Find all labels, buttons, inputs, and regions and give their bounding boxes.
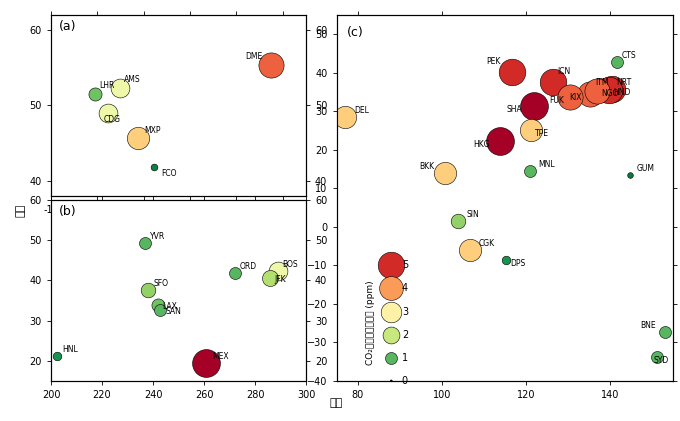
Text: 5: 5 bbox=[402, 260, 408, 270]
Text: BOS: BOS bbox=[282, 260, 297, 269]
Text: TPE: TPE bbox=[535, 129, 549, 138]
Text: BNE: BNE bbox=[640, 322, 656, 330]
Text: SHA: SHA bbox=[506, 105, 522, 114]
Point bbox=[386, 308, 396, 315]
Text: 4: 4 bbox=[402, 283, 408, 293]
Text: AMS: AMS bbox=[124, 75, 141, 84]
Text: 0: 0 bbox=[402, 376, 408, 386]
Text: CGK: CGK bbox=[479, 240, 494, 248]
Text: CDG: CDG bbox=[103, 115, 120, 124]
Point bbox=[201, 360, 211, 367]
Text: ITM: ITM bbox=[595, 78, 609, 87]
Point bbox=[229, 269, 240, 276]
Point bbox=[386, 378, 396, 384]
Text: 経度: 経度 bbox=[330, 398, 343, 408]
Text: SYD: SYD bbox=[653, 356, 668, 365]
Text: SFO: SFO bbox=[153, 279, 168, 288]
Point bbox=[625, 171, 636, 178]
Text: CO₂増分の標準偏差 (ppm): CO₂増分の標準偏差 (ppm) bbox=[366, 281, 375, 365]
Text: LHR: LHR bbox=[100, 81, 115, 90]
Point bbox=[386, 331, 396, 338]
Point bbox=[453, 218, 464, 225]
Point bbox=[148, 164, 159, 171]
Text: (b): (b) bbox=[58, 205, 76, 218]
Point bbox=[386, 262, 396, 269]
Point bbox=[439, 170, 450, 176]
Text: HKG: HKG bbox=[473, 139, 490, 149]
Point bbox=[132, 135, 143, 142]
Text: 3: 3 bbox=[402, 306, 408, 317]
Point bbox=[139, 240, 150, 247]
Point bbox=[604, 86, 615, 93]
Text: YVR: YVR bbox=[150, 232, 165, 241]
Text: FCO: FCO bbox=[161, 169, 176, 179]
Point bbox=[607, 85, 617, 92]
Point bbox=[528, 103, 539, 110]
Point bbox=[266, 61, 277, 68]
Point bbox=[525, 168, 536, 174]
Point bbox=[265, 274, 276, 281]
Point bbox=[506, 69, 517, 75]
Text: MNL: MNL bbox=[539, 160, 555, 169]
Text: DEL: DEL bbox=[354, 106, 369, 115]
Text: DME: DME bbox=[245, 52, 263, 61]
Point bbox=[90, 91, 101, 97]
Text: DPS: DPS bbox=[510, 259, 525, 268]
Text: PEK: PEK bbox=[486, 57, 500, 67]
Point bbox=[386, 285, 396, 292]
Text: KIX: KIX bbox=[569, 93, 581, 102]
Text: 1: 1 bbox=[402, 353, 408, 363]
Text: (a): (a) bbox=[58, 20, 76, 33]
Text: HNL: HNL bbox=[63, 345, 78, 354]
Text: MEX: MEX bbox=[212, 352, 229, 361]
Point bbox=[103, 109, 114, 116]
Point bbox=[584, 91, 595, 98]
Text: BKK: BKK bbox=[420, 162, 435, 171]
Point bbox=[114, 85, 125, 91]
Point bbox=[651, 354, 662, 361]
Text: SIN: SIN bbox=[466, 210, 479, 219]
Point bbox=[143, 287, 154, 293]
Text: LAX: LAX bbox=[163, 302, 177, 311]
Point bbox=[500, 257, 511, 264]
Point bbox=[592, 87, 602, 94]
Text: HND: HND bbox=[613, 88, 631, 97]
Point bbox=[340, 113, 351, 120]
Point bbox=[660, 329, 670, 336]
Point bbox=[273, 267, 284, 274]
Text: JFK: JFK bbox=[274, 275, 286, 284]
Text: SAN: SAN bbox=[165, 307, 181, 316]
Point bbox=[155, 306, 166, 313]
Text: ORD: ORD bbox=[240, 262, 257, 271]
Point bbox=[564, 94, 575, 101]
Text: ICN: ICN bbox=[557, 67, 571, 77]
Point bbox=[386, 354, 396, 361]
Point bbox=[547, 79, 558, 85]
Text: FUK: FUK bbox=[549, 96, 564, 105]
Point bbox=[464, 247, 475, 254]
Point bbox=[52, 352, 63, 359]
Text: MXP: MXP bbox=[145, 125, 161, 135]
Text: NRT: NRT bbox=[616, 78, 631, 87]
Point bbox=[585, 89, 596, 96]
Text: 2: 2 bbox=[402, 330, 408, 340]
Text: 緯度: 緯度 bbox=[16, 204, 25, 217]
Point bbox=[526, 127, 537, 133]
Text: CTS: CTS bbox=[622, 51, 636, 60]
Point bbox=[495, 137, 506, 144]
Text: (c): (c) bbox=[347, 26, 363, 39]
Text: GUM: GUM bbox=[636, 164, 655, 173]
Text: NGO: NGO bbox=[601, 89, 619, 99]
Point bbox=[612, 59, 623, 65]
Point bbox=[152, 301, 163, 308]
